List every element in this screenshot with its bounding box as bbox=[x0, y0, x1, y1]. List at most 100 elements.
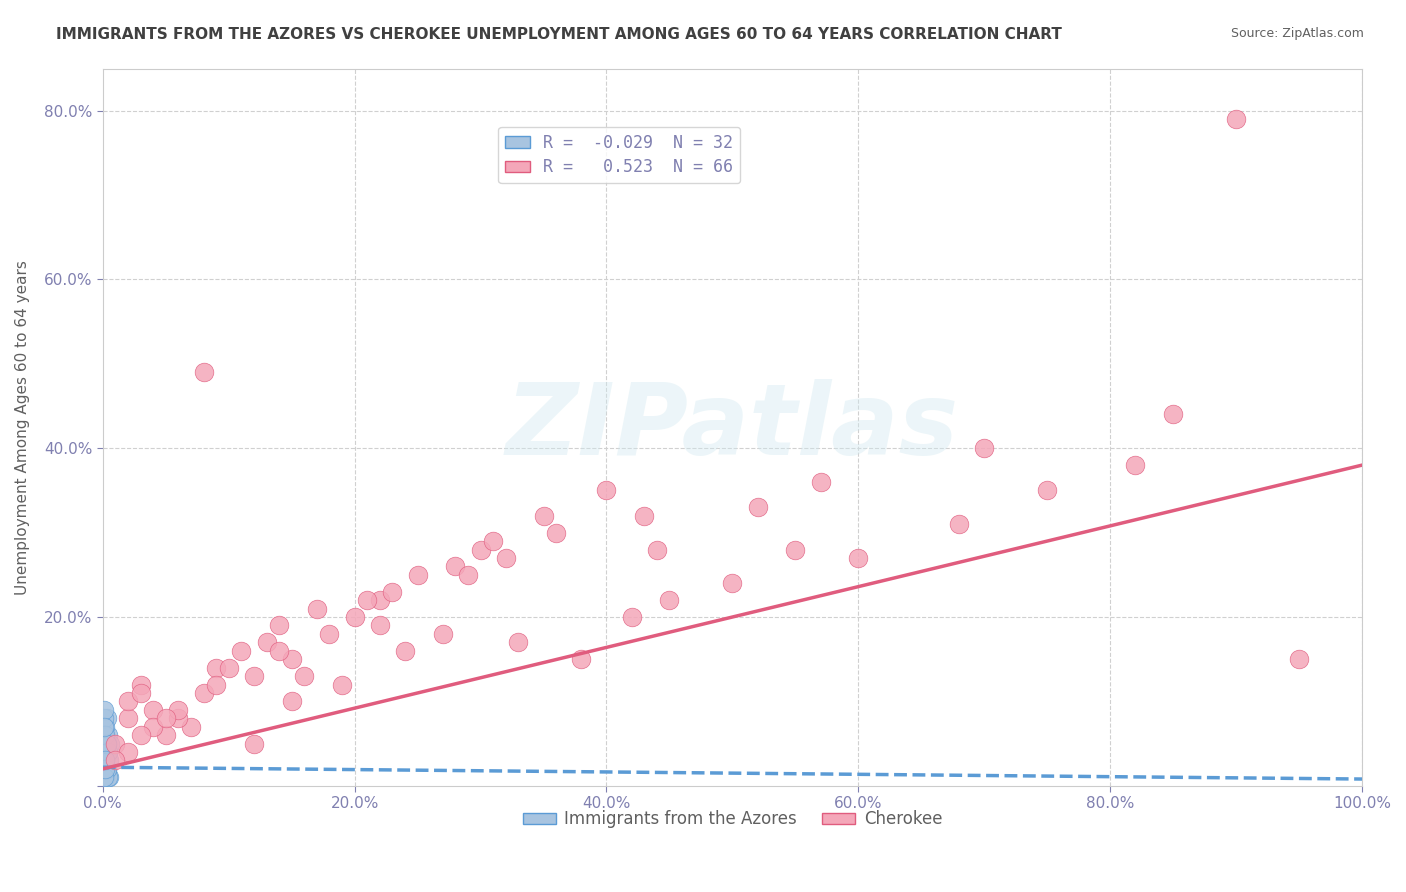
Point bbox=[1125, 458, 1147, 472]
Text: IMMIGRANTS FROM THE AZORES VS CHEROKEE UNEMPLOYMENT AMONG AGES 60 TO 64 YEARS CO: IMMIGRANTS FROM THE AZORES VS CHEROKEE U… bbox=[56, 27, 1062, 42]
Point bbox=[93, 745, 115, 759]
Point bbox=[406, 567, 429, 582]
Point bbox=[231, 644, 253, 658]
Point bbox=[810, 475, 832, 489]
Point bbox=[97, 745, 120, 759]
Point bbox=[218, 660, 240, 674]
Point bbox=[645, 542, 668, 557]
Point bbox=[96, 762, 118, 776]
Point bbox=[129, 677, 152, 691]
Point bbox=[595, 483, 617, 498]
Point bbox=[94, 720, 117, 734]
Point bbox=[117, 711, 139, 725]
Point bbox=[292, 669, 315, 683]
Point bbox=[368, 593, 391, 607]
Point bbox=[356, 593, 378, 607]
Point bbox=[129, 728, 152, 742]
Point bbox=[167, 711, 190, 725]
Point bbox=[96, 737, 118, 751]
Point bbox=[533, 508, 555, 523]
Point bbox=[444, 559, 467, 574]
Point bbox=[633, 508, 655, 523]
Point bbox=[97, 770, 120, 784]
Point bbox=[546, 525, 568, 540]
Point bbox=[846, 551, 869, 566]
Point bbox=[142, 720, 165, 734]
Text: ZIPatlas: ZIPatlas bbox=[506, 378, 959, 475]
Point bbox=[104, 737, 127, 751]
Point bbox=[98, 754, 121, 768]
Point bbox=[93, 770, 115, 784]
Point bbox=[495, 551, 517, 566]
Point bbox=[620, 610, 643, 624]
Point bbox=[93, 711, 115, 725]
Point bbox=[117, 694, 139, 708]
Point bbox=[94, 728, 117, 742]
Point bbox=[94, 737, 117, 751]
Point bbox=[93, 762, 115, 776]
Y-axis label: Unemployment Among Ages 60 to 64 years: Unemployment Among Ages 60 to 64 years bbox=[15, 260, 30, 595]
Point bbox=[1288, 652, 1310, 666]
Point bbox=[269, 618, 291, 632]
Point bbox=[93, 703, 115, 717]
Point bbox=[97, 745, 120, 759]
Point bbox=[96, 737, 118, 751]
Point bbox=[394, 644, 416, 658]
Point bbox=[96, 711, 118, 725]
Point bbox=[98, 737, 121, 751]
Point bbox=[180, 720, 202, 734]
Point bbox=[747, 500, 769, 515]
Point bbox=[96, 762, 118, 776]
Point bbox=[94, 762, 117, 776]
Point bbox=[243, 669, 266, 683]
Point bbox=[243, 737, 266, 751]
Point bbox=[93, 770, 115, 784]
Point bbox=[94, 762, 117, 776]
Point bbox=[94, 754, 117, 768]
Point bbox=[97, 728, 120, 742]
Point bbox=[1036, 483, 1059, 498]
Text: Source: ZipAtlas.com: Source: ZipAtlas.com bbox=[1230, 27, 1364, 40]
Point bbox=[93, 728, 115, 742]
Point bbox=[330, 677, 353, 691]
Point bbox=[117, 745, 139, 759]
Point bbox=[318, 627, 340, 641]
Point bbox=[155, 728, 177, 742]
Point bbox=[205, 660, 228, 674]
Point bbox=[721, 576, 744, 591]
Point bbox=[457, 567, 479, 582]
Point bbox=[432, 627, 454, 641]
Point bbox=[205, 677, 228, 691]
Point bbox=[256, 635, 278, 649]
Point bbox=[482, 534, 505, 549]
Point bbox=[1225, 112, 1247, 127]
Point bbox=[193, 686, 215, 700]
Point bbox=[569, 652, 592, 666]
Point bbox=[93, 754, 115, 768]
Point bbox=[94, 754, 117, 768]
Point bbox=[193, 365, 215, 379]
Point bbox=[280, 652, 302, 666]
Point bbox=[96, 762, 118, 776]
Point bbox=[280, 694, 302, 708]
Point bbox=[785, 542, 807, 557]
Point bbox=[973, 442, 995, 456]
Point bbox=[104, 754, 127, 768]
Point bbox=[94, 770, 117, 784]
Point bbox=[1161, 408, 1184, 422]
Point bbox=[948, 517, 970, 532]
Point bbox=[129, 686, 152, 700]
Point bbox=[343, 610, 366, 624]
Point bbox=[94, 745, 117, 759]
Point bbox=[94, 754, 117, 768]
Point bbox=[658, 593, 681, 607]
Point bbox=[155, 711, 177, 725]
Point bbox=[167, 703, 190, 717]
Point bbox=[269, 644, 291, 658]
Point bbox=[368, 618, 391, 632]
Point bbox=[93, 720, 115, 734]
Point bbox=[470, 542, 492, 557]
Point bbox=[508, 635, 530, 649]
Point bbox=[381, 584, 404, 599]
Point bbox=[98, 770, 121, 784]
